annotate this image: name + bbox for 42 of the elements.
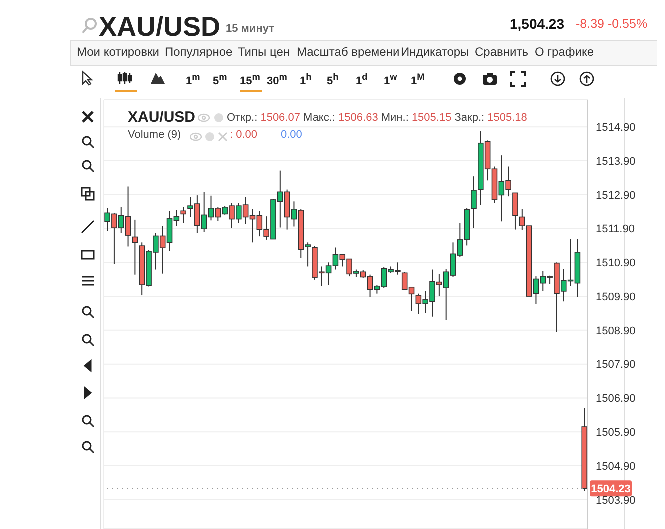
annotation: Откр.: 1506.07 Макс.: 1506.63 Мин.: 1505.15 Закр.: 1505.18: [227, 112, 528, 124]
text: 30$^{m}$: [267, 72, 288, 88]
y-tick-label: 1512.90: [596, 190, 636, 202]
text: Масштаб времени: [297, 45, 400, 59]
text: 1$^{w}$: [384, 72, 398, 88]
candlestick: [512, 192, 518, 230]
text: 15$^{m}$: [240, 72, 260, 88]
candlestick: [132, 219, 138, 276]
annotation: : 0.00: [230, 129, 258, 141]
ref-line-label: 1504.23: [591, 484, 631, 496]
text: 1$^{h}$: [300, 72, 312, 88]
annotation: Volume (9): [128, 129, 182, 141]
y-tick-label: 1508.90: [596, 325, 636, 338]
chart-subtitle: 15 минут: [226, 23, 274, 35]
candlestick: [180, 206, 186, 224]
text: Индикаторы: [401, 45, 470, 59]
annotation: 0.00: [281, 129, 302, 141]
annotation: XAU/USD: [128, 109, 196, 126]
text: 1$^{d}$: [356, 72, 368, 88]
text: 5$^{m}$: [213, 72, 228, 88]
text: Типы цен: [238, 45, 290, 59]
text: 1$^{M}$: [411, 72, 425, 88]
y-tick-label: 1513.90: [596, 156, 636, 168]
text: 5$^{h}$: [327, 72, 339, 88]
text: Сравнить: [475, 45, 528, 59]
y-tick-label: 1504.90: [596, 460, 636, 473]
y-tick-label: 1506.90: [596, 393, 636, 406]
y-tick-label: 1507.90: [596, 359, 636, 372]
chart-title: XAU/USD: [99, 12, 221, 43]
text: -8.39 -0.55%: [576, 17, 648, 31]
candlestick: [471, 176, 477, 229]
y-tick-label: 1505.90: [596, 426, 636, 439]
text: Мои котировки: [77, 45, 160, 59]
text: Популярное: [165, 45, 233, 59]
text: 1$^{m}$: [186, 72, 200, 88]
y-tick-label: 1509.90: [596, 291, 636, 304]
y-tick-label: 1514.90: [596, 122, 636, 134]
y-tick-label: 1510.90: [596, 258, 636, 270]
y-tick-label: 1511.90: [596, 224, 635, 236]
y-tick-label: 1503.90: [596, 494, 636, 507]
text: 1,504.23: [510, 16, 564, 32]
text: О графике: [535, 45, 594, 59]
